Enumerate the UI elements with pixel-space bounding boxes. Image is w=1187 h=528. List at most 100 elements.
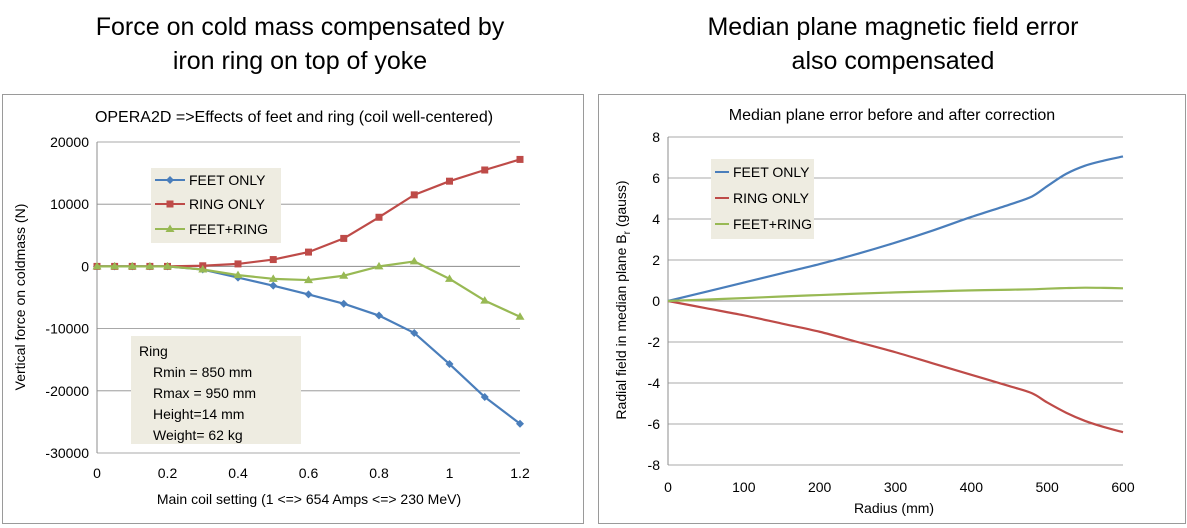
y-tick-label: 8 — [652, 129, 660, 145]
data-point-feet — [339, 299, 348, 308]
data-point-feetring — [268, 274, 278, 282]
y-tick-label: 0 — [652, 293, 660, 309]
data-point-feetring — [304, 275, 313, 284]
tick-labels: -30000 -20000 -10000 0 10000 20000 0 0.2 0.4 0.6 0… — [45, 134, 530, 481]
data-point-feetring — [409, 256, 419, 265]
right-heading: Median plane magnetic field error also c… — [598, 10, 1187, 78]
force-chart-panel: OPERA2D =>Effects of feet and ring (coil… — [2, 94, 584, 524]
data-point-feetring — [445, 274, 454, 282]
legend-marker-feet — [166, 176, 174, 184]
data-point-feetring — [163, 261, 172, 270]
data-point-feetring — [339, 271, 349, 279]
ring-annotation-box — [131, 336, 301, 444]
series-line-feetring — [97, 260, 521, 318]
y-tick-label: -2 — [648, 334, 661, 350]
x-tick-label: 1 — [446, 465, 454, 481]
y-tick-label: -20000 — [45, 383, 89, 399]
chart-title: OPERA2D =>Effects of feet and ring (coil… — [95, 109, 493, 126]
data-series — [667, 155, 1124, 434]
y-axis-label-main: Radial field in median plane B — [613, 234, 629, 419]
data-point-ring — [340, 234, 348, 242]
x-tick-label: 0.2 — [158, 465, 178, 481]
y-tick-label: -30000 — [45, 445, 89, 461]
data-point-ring — [410, 191, 418, 199]
data-point-feet — [304, 290, 313, 299]
data-point-ring — [446, 177, 453, 185]
x-tick-label: 200 — [808, 479, 832, 495]
data-point-feetring — [145, 261, 155, 270]
data-point-feetring — [233, 270, 243, 279]
y-tick-label: 2 — [652, 252, 660, 268]
data-point-feetring — [480, 296, 490, 304]
tick-labels: -8 -6 -4 -2 0 2 4 6 8 0 100 200 300 400 500 600 — [648, 129, 1135, 495]
legend-label-ring: RING ONLY — [189, 196, 266, 212]
legend-marker-feetring — [165, 224, 175, 232]
data-point-feet — [516, 419, 524, 428]
data-point-feetring — [374, 261, 384, 270]
y-tick-label: -6 — [648, 416, 661, 432]
x-tick-label: 0.4 — [228, 465, 248, 481]
y-tick-label: -8 — [648, 457, 661, 473]
chart-title: Median plane error before and after corr… — [729, 107, 1055, 124]
ring-annotation-line: Weight= 62 kg — [153, 427, 243, 443]
ring-annotation-line: Height=14 mm — [153, 406, 244, 422]
x-tick-label: 1.2 — [510, 465, 530, 481]
legend-label-feetring: FEET+RING — [189, 221, 268, 237]
data-point-ring — [305, 248, 312, 256]
x-tick-label: 600 — [1111, 479, 1135, 495]
data-point-feetring — [127, 261, 137, 270]
legend-marker-ring — [166, 200, 174, 208]
data-point-feet — [445, 360, 454, 369]
y-axis-label: Radial field in median plane Br (gauss) — [613, 180, 633, 419]
force-chart: OPERA2D =>Effects of feet and ring (coil… — [12, 109, 530, 507]
legend-label-ring: RING ONLY — [733, 190, 810, 206]
x-tick-label: 0 — [664, 479, 672, 495]
data-point-feetring — [515, 312, 525, 320]
left-heading: Force on cold mass compensated by iron r… — [0, 10, 600, 78]
y-axis-label: Vertical force on coldmass (N) — [12, 204, 28, 391]
data-point-feet — [480, 393, 489, 402]
legend-label-feet: FEET ONLY — [189, 172, 266, 188]
legend-label-feet: FEET ONLY — [733, 164, 810, 180]
ring-annotation-line: Rmax = 950 mm — [153, 385, 256, 401]
series-line-feet — [667, 155, 1124, 303]
x-tick-label: 400 — [960, 479, 984, 495]
y-axis-label-tail: (gauss) — [613, 180, 629, 231]
legend: FEET ONLY RING ONLY FEET+RING — [151, 168, 281, 243]
data-point-feet — [375, 311, 383, 320]
y-tick-label: 10000 — [50, 196, 89, 212]
ring-annotation: Ring Rmin = 850 mm Rmax = 950 mm Height=… — [131, 336, 301, 444]
data-point-ring — [375, 213, 383, 221]
data-point-feet — [269, 281, 278, 290]
x-tick-label: 100 — [732, 479, 756, 495]
series-line-ring — [667, 299, 1124, 434]
y-tick-label: 20000 — [50, 134, 89, 150]
data-point-ring — [269, 256, 277, 264]
data-point-ring — [234, 260, 242, 268]
right-heading-line-1: Median plane magnetic field error — [707, 13, 1079, 41]
x-axis-label: Main coil setting (1 <=> 654 Amps <=> 23… — [157, 491, 461, 507]
data-point-feet — [410, 328, 419, 337]
data-point-feetring — [198, 265, 208, 273]
legend-label-feetring: FEET+RING — [733, 216, 812, 232]
data-series — [92, 155, 525, 428]
right-heading-line-2: also compensated — [791, 47, 995, 75]
y-tick-label: 4 — [652, 211, 660, 227]
left-heading-line-2: iron ring on top of yoke — [172, 47, 428, 75]
y-tick-label: -4 — [648, 375, 661, 391]
x-tick-label: 300 — [884, 479, 908, 495]
left-heading-line-1: Force on cold mass compensated by — [95, 13, 505, 41]
x-tick-label: 500 — [1035, 479, 1059, 495]
field-error-chart-panel: Median plane error before and after corr… — [598, 94, 1186, 524]
field-error-chart: Median plane error before and after corr… — [613, 107, 1135, 516]
y-tick-label: -10000 — [45, 321, 89, 337]
data-point-feetring — [110, 261, 120, 270]
data-point-feetring — [92, 261, 102, 270]
x-tick-label: 0.6 — [299, 465, 319, 481]
y-tick-label: 6 — [652, 170, 660, 186]
y-tick-label: 0 — [81, 258, 89, 274]
legend: FEET ONLY RING ONLY FEET+RING — [711, 159, 814, 239]
x-tick-label: 0.8 — [369, 465, 389, 481]
ring-annotation-line: Rmin = 850 mm — [153, 364, 252, 380]
ring-annotation-title: Ring — [139, 343, 168, 359]
